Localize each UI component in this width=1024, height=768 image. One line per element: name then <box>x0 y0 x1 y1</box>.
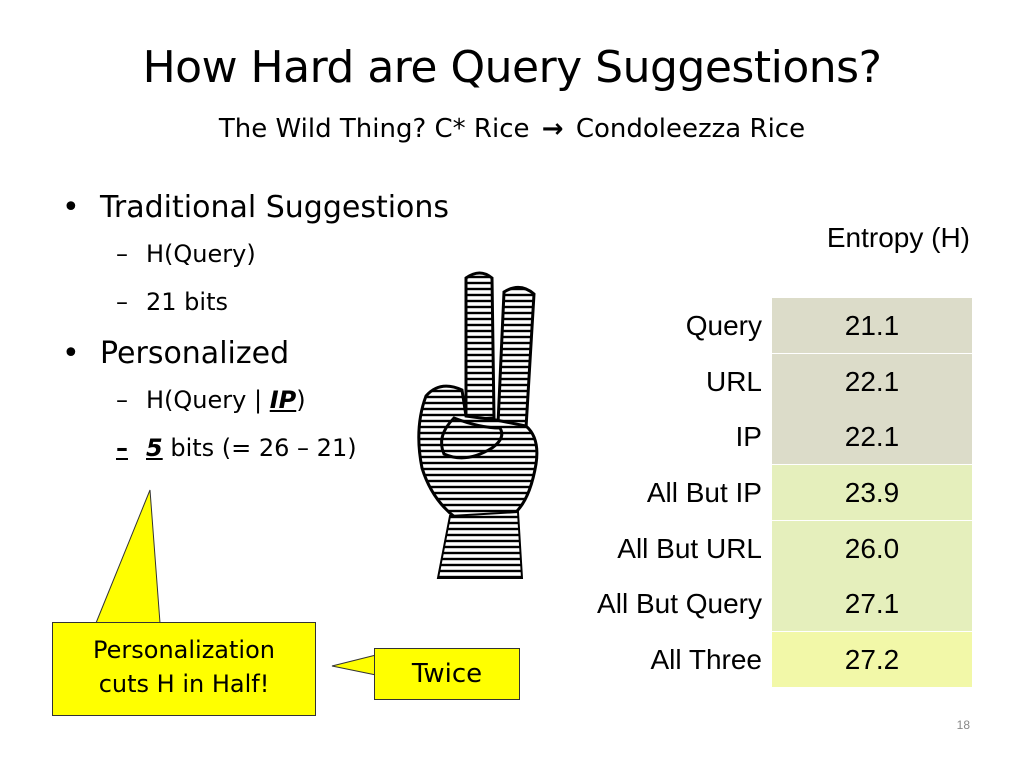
row-label: URL <box>705 366 762 397</box>
slide-subtitle: The Wild Thing? C* Rice → Condoleezza Ri… <box>0 112 1024 146</box>
row-value: 27.2 <box>772 632 972 688</box>
row-label: All But IP <box>646 477 762 508</box>
row-label: IP <box>735 421 762 452</box>
row-value: 22.1 <box>772 354 972 410</box>
two-fingers-hand-icon <box>417 271 539 579</box>
dash-icon: – <box>116 386 128 414</box>
bullet-label: Personalized <box>100 336 290 371</box>
bullet-traditional: • Traditional Suggestions <box>60 188 500 228</box>
sub-bullet-text: H(Query) <box>146 240 256 268</box>
row-label: All Three <box>650 644 762 675</box>
page-number: 18 <box>956 718 970 732</box>
entropy-header: Entropy (H) <box>826 222 970 253</box>
dash-icon: – <box>116 240 128 268</box>
subtitle-end: Condoleezza Rice <box>575 114 806 144</box>
callout-twice: Twice <box>374 648 520 700</box>
five-emphasis: 5 <box>146 434 163 462</box>
dash-icon: – <box>116 434 128 462</box>
row-label: All But URL <box>617 533 762 564</box>
bullet-label: Traditional Suggestions <box>100 190 450 225</box>
sub-bullet: – 5 bits (= 26 – 21) <box>60 432 500 464</box>
callout-line: Personalization <box>93 636 275 664</box>
sub-bullet: – H(Query) <box>60 238 500 270</box>
sub-bullet-prefix: H(Query | <box>146 386 270 414</box>
callout-pointer-twice <box>331 654 377 676</box>
row-value: 23.9 <box>772 465 972 521</box>
callout-line: cuts H in Half! <box>98 670 270 698</box>
bullet-icon: • <box>62 190 80 225</box>
sub-bullet: – 21 bits <box>60 286 500 318</box>
sub-bullet-text: 21 bits <box>146 288 228 316</box>
row-label: All But Query <box>597 588 762 619</box>
sub-bullet-text: bits (= 26 – 21) <box>162 434 357 462</box>
sub-bullet-suffix: ) <box>296 386 306 414</box>
row-value: 27.1 <box>772 576 972 632</box>
row-value: 21.1 <box>772 298 972 354</box>
callout-pointer-halve <box>95 489 161 624</box>
callout-halve: Personalization cuts H in Half! <box>52 622 316 716</box>
right-arrow-icon: → <box>541 114 564 144</box>
ip-emphasis: IP <box>269 386 297 414</box>
row-label: Query <box>685 310 762 341</box>
bullet-personalized: • Personalized <box>60 334 500 374</box>
row-value: 22.1 <box>772 409 972 465</box>
bullet-icon: • <box>62 336 80 371</box>
subtitle-start: The Wild Thing? C* Rice <box>218 114 530 144</box>
bullet-list: • Traditional Suggestions – H(Query) – 2… <box>60 188 500 480</box>
dash-icon: – <box>116 288 128 316</box>
slide-title: How Hard are Query Suggestions? <box>142 42 882 93</box>
sub-bullet: – H(Query | IP) <box>60 384 500 416</box>
